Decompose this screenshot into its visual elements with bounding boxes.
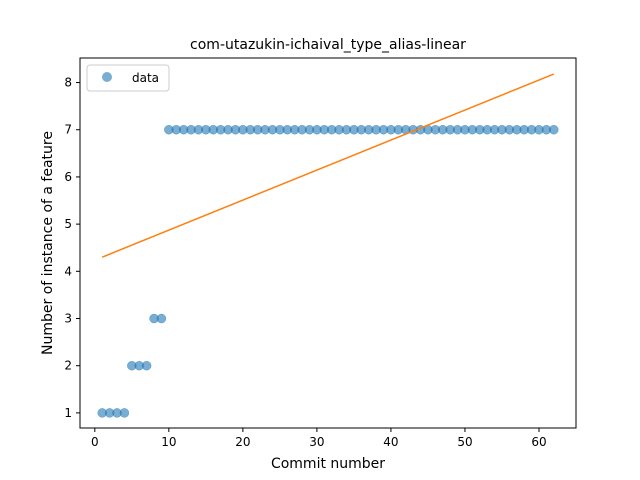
data-point [119,408,130,418]
legend: data [86,64,170,92]
y-tick-label: 1 [64,406,72,420]
y-tick-label: 8 [64,76,72,90]
data-point [156,313,167,324]
data-point [549,124,559,135]
plot-area [97,73,559,418]
legend-marker-data [102,72,112,82]
legend-box [86,64,170,92]
trend-line [101,73,555,258]
x-tick-label: 50 [457,435,472,449]
x-tick-label: 30 [309,435,324,449]
axes-frame [79,57,577,429]
y-axis-label: Number of instance of a feature [40,131,56,355]
data-point [141,360,152,371]
y-tick-label: 4 [64,264,72,278]
y-tick-label: 6 [64,170,72,184]
axis-ticks: 0 10 20 30 40 50 60 1 2 3 4 5 6 7 8 [64,76,546,449]
x-tick-label: 10 [161,435,176,449]
x-tick-label: 60 [531,435,546,449]
x-tick-label: 20 [235,435,250,449]
x-tick-label: 0 [91,435,99,449]
y-tick-label: 2 [64,359,72,373]
x-axis-label: Commit number [271,456,385,472]
y-tick-label: 3 [64,312,72,326]
legend-label-data: data [132,71,159,85]
chart-title: com-utazukin-ichaival_type_alias-linear [190,37,466,53]
x-tick-label: 40 [383,435,398,449]
y-tick-label: 5 [64,217,72,231]
y-tick-label: 7 [64,123,72,137]
